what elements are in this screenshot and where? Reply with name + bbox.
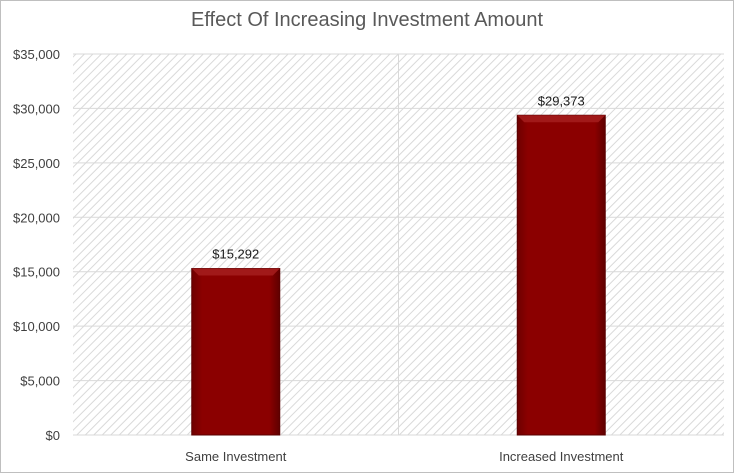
y-tick-label: $25,000 (13, 156, 60, 171)
y-tick-label: $0 (46, 428, 60, 443)
bar (191, 268, 281, 436)
y-tick-label: $10,000 (13, 319, 60, 334)
y-tick-label: $5,000 (20, 374, 60, 389)
x-tick-label: Same Investment (185, 449, 287, 464)
y-tick-label: $30,000 (13, 101, 60, 116)
x-tick-label: Increased Investment (499, 449, 624, 464)
data-label: $29,373 (538, 93, 585, 108)
chart-title: Effect Of Increasing Investment Amount (190, 9, 544, 31)
bar (516, 114, 606, 436)
data-label: $15,292 (212, 247, 259, 262)
y-tick-label: $15,000 (13, 265, 60, 280)
y-tick-label: $35,000 (13, 47, 60, 62)
y-tick-label: $20,000 (13, 210, 60, 225)
